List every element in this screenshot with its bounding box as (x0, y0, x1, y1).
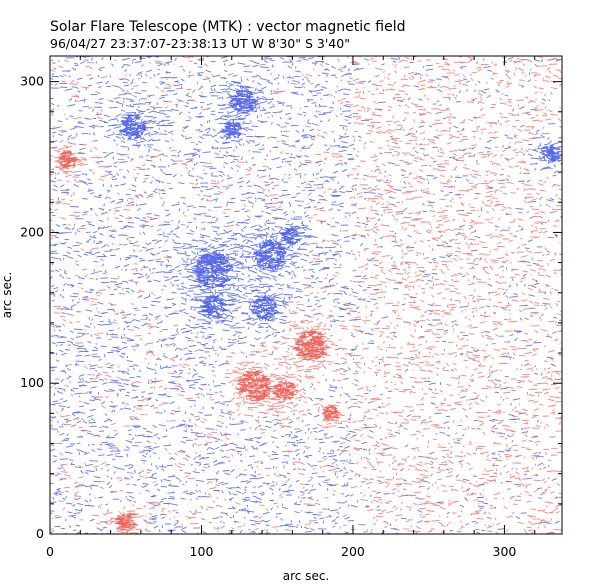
x-axis-tick-labels: 0 100 200 300 (46, 544, 516, 559)
y-tick-label: 100 (20, 375, 44, 390)
y-tick-label: 200 (20, 224, 44, 239)
negative-region (229, 88, 260, 114)
chart-subtitle: 96/04/27 23:37:07-23:38:13 UT W 8'30" S … (50, 36, 350, 51)
negative-region (198, 294, 229, 320)
negative-polarity-vectors (50, 56, 562, 534)
y-axis-label: arc sec. (0, 272, 14, 318)
negative-region (118, 114, 148, 140)
x-tick-label: 0 (46, 544, 54, 559)
positive-region (321, 405, 341, 421)
x-tick-label: 200 (341, 544, 365, 559)
plot-frame (49, 55, 563, 535)
x-tick-label: 300 (493, 544, 517, 559)
plot-area (49, 55, 563, 535)
negative-region (191, 250, 234, 289)
negative-region (220, 119, 243, 140)
negative-region (252, 238, 287, 271)
y-axis-ticks (50, 81, 562, 535)
x-axis-label: arc sec. (283, 569, 329, 583)
positive-region (292, 329, 330, 362)
negative-region (250, 294, 278, 321)
chart-title: Solar Flare Telescope (MTK) : vector mag… (50, 19, 406, 35)
negative-region (539, 144, 562, 163)
positive-region (114, 512, 137, 531)
vector-field (50, 56, 562, 534)
y-tick-label: 0 (36, 526, 44, 541)
positive-region (272, 379, 298, 402)
x-axis-ticks (49, 56, 536, 534)
y-axis-tick-labels: 0 100 200 300 (20, 74, 44, 541)
positive-region (58, 150, 80, 169)
negative-region (280, 226, 305, 246)
positive-region (235, 370, 273, 402)
x-tick-label: 100 (190, 544, 214, 559)
y-tick-label: 300 (20, 74, 44, 89)
